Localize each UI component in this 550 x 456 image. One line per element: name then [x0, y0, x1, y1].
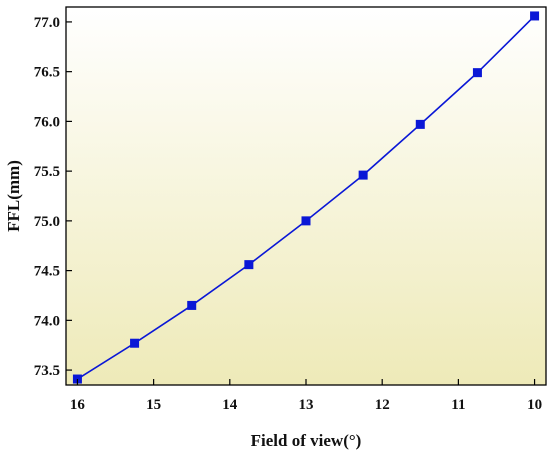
y-tick-label: 74.0	[34, 313, 60, 329]
y-tick-label: 74.5	[34, 264, 60, 280]
y-tick-label: 76.5	[34, 65, 60, 81]
y-tick-label: 75.5	[34, 164, 60, 180]
data-point-marker	[415, 119, 425, 129]
x-axis-title: Field of view(°)	[251, 431, 362, 450]
y-axis: 73.5 74.0 74.5 75.0 75.5 76.0 76.5 77.0	[34, 15, 72, 379]
y-tick-label: 77.0	[34, 15, 60, 31]
data-point-marker	[301, 216, 311, 226]
x-tick-label: 15	[146, 397, 161, 413]
data-point-marker	[472, 68, 482, 78]
data-point-marker	[530, 11, 540, 21]
y-tick-label: 75.0	[34, 214, 60, 230]
x-tick-label: 10	[527, 397, 542, 413]
data-point-marker	[130, 338, 140, 348]
x-tick-label: 13	[299, 397, 314, 413]
x-tick-label: 12	[375, 397, 390, 413]
y-axis-title: FFL(mm)	[4, 160, 23, 232]
y-tick-label: 76.0	[34, 114, 60, 130]
data-point-marker	[358, 170, 368, 180]
data-point-marker	[187, 300, 197, 310]
plot-area	[66, 7, 546, 385]
x-tick-label: 14	[222, 397, 238, 413]
y-tick-label: 73.5	[34, 363, 60, 379]
x-tick-label: 11	[451, 397, 465, 413]
x-tick-label: 16	[70, 397, 86, 413]
data-point-marker	[244, 260, 254, 270]
x-axis: 16 15 14 13 12 11 10	[70, 379, 542, 413]
